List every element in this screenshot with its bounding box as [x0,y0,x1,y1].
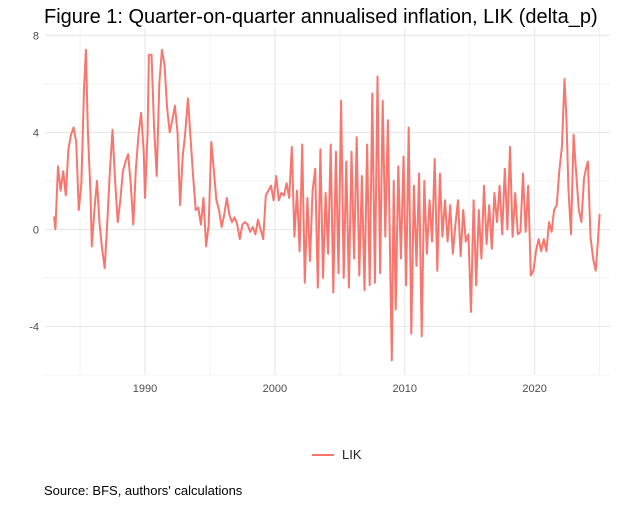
grid-minor [45,28,610,376]
caption: Source: BFS, authors' calculations [44,483,243,498]
chart-title: Figure 1: Quarter-on-quarter annualised … [44,6,598,28]
x-tick-label: 2010 [393,383,417,395]
x-tick-labels: 1990 2000 2010 2020 [133,383,547,395]
x-tick-label: 2000 [263,383,287,395]
x-tick-label: 1990 [133,383,157,395]
legend: LIK [312,447,362,462]
y-tick-label: 8 [33,30,39,42]
series-line-lik [53,48,601,362]
x-tick-label: 2020 [522,383,546,395]
legend-swatch [312,453,334,456]
grid-major [45,28,610,375]
y-tick-label: 0 [33,224,39,236]
y-tick-label: 4 [33,127,39,139]
y-tick-labels: -4 0 4 8 [29,30,39,333]
legend-label: LIK [342,447,362,462]
y-tick-label: -4 [29,321,39,333]
